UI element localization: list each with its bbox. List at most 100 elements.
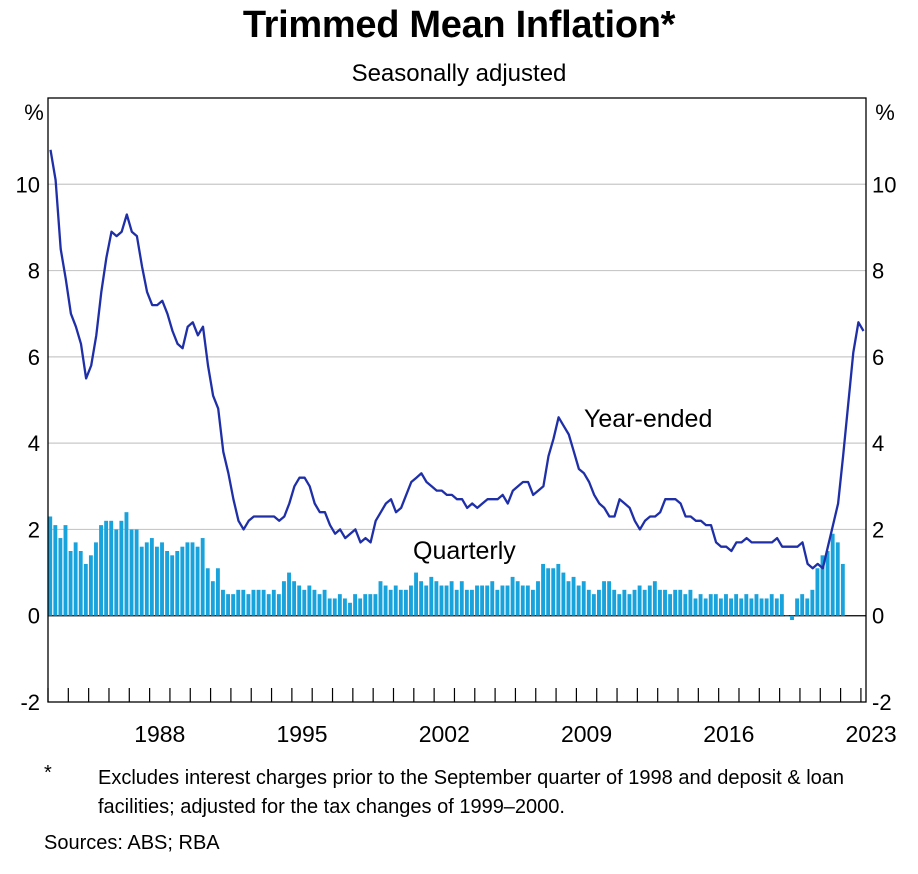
quarterly-bar [78, 551, 83, 616]
series-label-year-ended: Year-ended [584, 405, 712, 433]
quarterly-bar [353, 594, 358, 616]
quarterly-bar [576, 585, 581, 616]
quarterly-bar [627, 594, 632, 616]
quarterly-bar [754, 594, 759, 616]
quarterly-bar [368, 594, 373, 616]
quarterly-bar [337, 594, 342, 616]
y-unit-right: % [875, 100, 895, 125]
quarterly-bar [597, 589, 601, 616]
quarterly-bar [99, 525, 103, 616]
quarterly-bar [464, 589, 469, 616]
quarterly-bar [393, 585, 398, 616]
quarterly-bar [530, 589, 535, 616]
quarterly-bar [236, 589, 241, 616]
quarterly-bar [94, 542, 98, 616]
series-label-quarterly: Quarterly [413, 537, 516, 565]
quarterly-bar [774, 598, 779, 616]
quarterly-bar [429, 576, 434, 616]
quarterly-bar [810, 589, 815, 616]
footnote-marker: * [44, 762, 52, 784]
quarterly-bar [764, 598, 769, 616]
quarterly-bar [490, 581, 495, 616]
quarterly-bar [617, 594, 622, 616]
quarterly-bar [261, 589, 266, 616]
y-tick-label-right: 0 [872, 604, 884, 629]
quarterly-bar [241, 589, 246, 616]
quarterly-bar [647, 585, 652, 616]
quarterly-bar [536, 581, 540, 616]
quarterly-bar [144, 542, 149, 616]
quarterly-bar [119, 520, 124, 616]
quarterly-bar [525, 585, 530, 616]
quarterly-bar [657, 589, 662, 616]
quarterly-bar [637, 585, 642, 616]
quarterly-bar [556, 563, 561, 616]
sources-note: Sources: ABS; RBA [44, 832, 220, 854]
axis-ticks [47, 688, 862, 702]
quarterly-bar [231, 594, 236, 616]
y-unit-left: % [24, 100, 44, 125]
quarterly-bar [785, 615, 789, 617]
quarterly-bar [581, 581, 586, 616]
quarterly-bar [693, 598, 698, 616]
quarterly-bar [734, 594, 739, 616]
y-tick-label-right: 2 [872, 517, 884, 542]
quarterly-bar [520, 585, 525, 616]
quarterly-bar [88, 555, 93, 616]
quarterly-bar [642, 589, 647, 616]
quarterly-bar [632, 589, 637, 616]
y-tick-label-left: 0 [28, 604, 40, 629]
quarterly-bar [612, 589, 617, 616]
quarterly-bar [607, 581, 612, 616]
y-tick-label-left: 8 [28, 259, 40, 284]
quarterly-bar [53, 525, 58, 616]
x-tick-label: 2002 [419, 721, 470, 747]
quarterly-bar [195, 546, 200, 616]
quarterly-bar [246, 594, 251, 616]
quarterly-bar [449, 581, 454, 616]
quarterly-bar [510, 576, 515, 616]
quarterly-bar [759, 598, 764, 616]
quarterly-bar [459, 581, 464, 616]
quarterly-bar [729, 598, 734, 616]
quarterly-bar [149, 538, 154, 616]
quarterly-bar [744, 594, 749, 616]
quarterly-bar [403, 589, 408, 616]
quarterly-bar [342, 598, 347, 616]
quarterly-bar [698, 594, 703, 616]
quarterly-bar [795, 598, 800, 616]
quarterly-bar [703, 598, 708, 616]
quarterly-bar [190, 542, 195, 616]
quarterly-bar [561, 572, 566, 616]
quarterly-bar [713, 594, 718, 616]
quarterly-bar [683, 594, 688, 616]
quarterly-bar [663, 589, 667, 616]
quarterly-bar [668, 594, 673, 616]
quarterly-bar [515, 581, 520, 616]
quarterly-bar [830, 533, 835, 616]
chart-title: Trimmed Mean Inflation* [242, 4, 676, 46]
quarterly-bar [287, 572, 291, 616]
x-tick-label: 1995 [276, 721, 327, 747]
chart-svg: -2 -2 0 0 2 2 4 4 6 6 8 8 10 10 1988 1995 2002 2009 2016 20… [16, 97, 897, 747]
quarterly-bar [470, 589, 474, 616]
quarterly-bar [805, 598, 810, 616]
quarterly-bar [160, 542, 164, 616]
quarterly-bar [485, 585, 490, 616]
quarterly-bar [327, 598, 332, 616]
quarterly-bar [200, 538, 205, 616]
quarterly-bar [332, 598, 337, 616]
quarterly-bar [302, 589, 307, 616]
quarterly-bar [276, 594, 281, 616]
quarterly-bar [271, 589, 276, 616]
quarterly-bar [175, 551, 180, 616]
quarterly-bar [322, 589, 327, 616]
y-tick-label-right: 4 [872, 431, 884, 456]
x-tick-label: 1988 [134, 721, 185, 747]
y-tick-label-left: 10 [16, 172, 40, 197]
y-tick-label-left: 6 [28, 345, 40, 370]
quarterly-bar [586, 589, 591, 616]
quarterly-bar [378, 581, 383, 616]
quarterly-bar [297, 585, 302, 616]
quarterly-bar [424, 585, 429, 616]
